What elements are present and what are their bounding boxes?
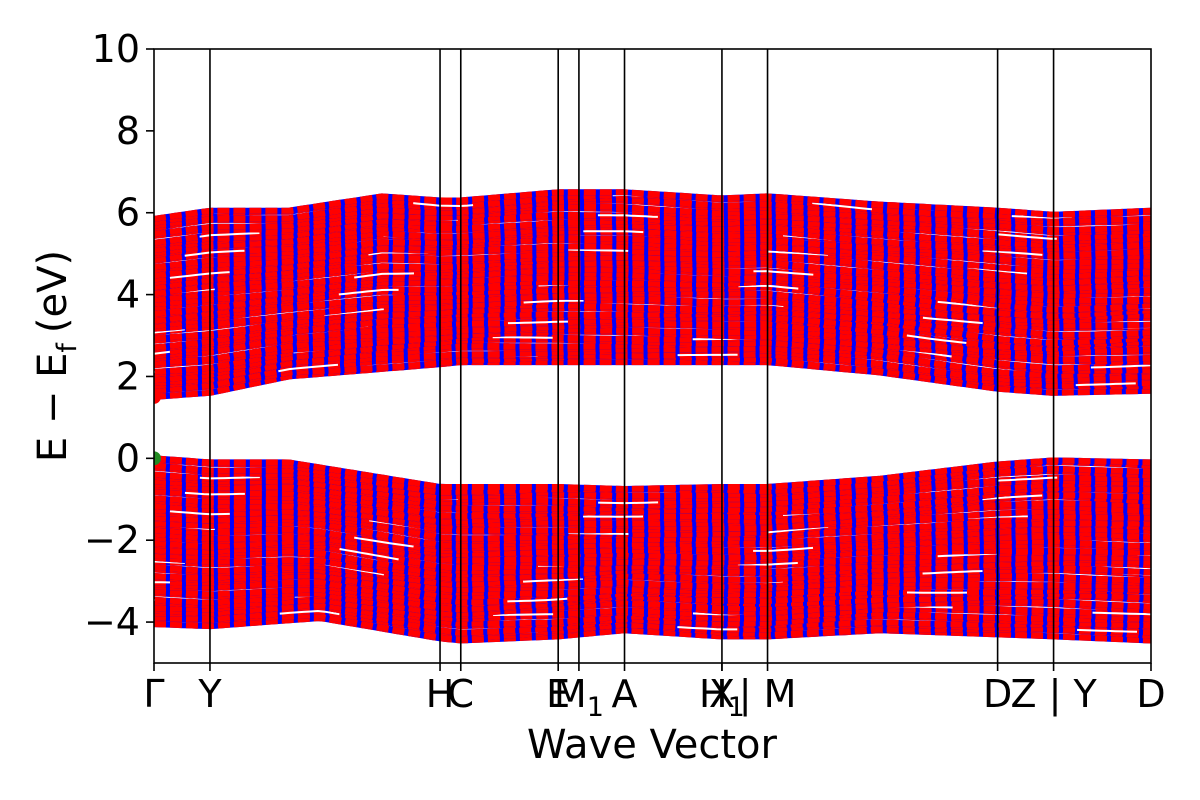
- valence-band-gap: [154, 609, 1151, 635]
- x-tick-label: D: [1136, 672, 1165, 716]
- valence-band-gap: [154, 473, 1151, 505]
- conduction-band-gap: [154, 213, 1151, 244]
- extrema-markers: [154, 389, 161, 466]
- conduction-band-group: [154, 189, 1151, 400]
- x-tick-label: C: [447, 672, 474, 716]
- kpoint-lines: [209, 49, 1055, 663]
- y-axis: −4 −2 0 2 4 6 8 10: [84, 27, 154, 644]
- bands-layer: [154, 189, 1151, 644]
- conduction-band-red: [154, 253, 1151, 291]
- valence-band-red: [154, 513, 1151, 544]
- y-axis-label-sub: f: [52, 342, 83, 353]
- x-axis-label: Wave Vector: [527, 722, 778, 768]
- valence-band-group: [154, 455, 1151, 644]
- y-tick-label: −2: [84, 518, 140, 562]
- valence-band-red: [154, 462, 1151, 499]
- y-axis-label: E − Ef (eV): [30, 250, 83, 462]
- conduction-band-red: [154, 302, 1151, 342]
- x-tick-label: Y: [197, 672, 222, 716]
- valence-band-gap: [154, 489, 1151, 519]
- conduction-band-gap: [154, 230, 1151, 261]
- x-tick-label: E: [546, 672, 570, 716]
- y-tick-label: 6: [116, 191, 140, 235]
- conduction-band-red: [154, 202, 1151, 237]
- y-axis-label-unit: (eV): [30, 250, 76, 333]
- y-tick-label: 10: [92, 27, 140, 71]
- x-tick-label: M1: [554, 672, 604, 723]
- x-tick-label: D: [983, 672, 1012, 716]
- valence-band-red: [154, 455, 1151, 493]
- x-tick-label: H1: [699, 672, 745, 723]
- x-tick-label: A: [612, 672, 638, 716]
- extremum-marker: [154, 389, 161, 404]
- plot-frame: [153, 48, 1152, 664]
- y-axis-label-main: E − E: [30, 353, 76, 463]
- y-tick-label: 8: [116, 109, 140, 153]
- y-tick-label: 4: [116, 273, 140, 317]
- y-tick-label: 0: [116, 436, 140, 480]
- x-tick-label: H: [426, 672, 455, 716]
- extremum-marker: [154, 451, 161, 466]
- x-tick-label: Z | Y: [1010, 672, 1097, 717]
- conduction-band-red: [154, 189, 1151, 222]
- x-tick-label: | M: [739, 672, 797, 717]
- y-tick-label: 2: [116, 354, 140, 398]
- valence-band-red: [154, 563, 1151, 590]
- y-tick-label: −4: [84, 600, 140, 644]
- x-tick-label: Γ: [143, 672, 164, 716]
- x-tick-label: X: [709, 672, 735, 716]
- conduction-band-gap: [154, 353, 1151, 392]
